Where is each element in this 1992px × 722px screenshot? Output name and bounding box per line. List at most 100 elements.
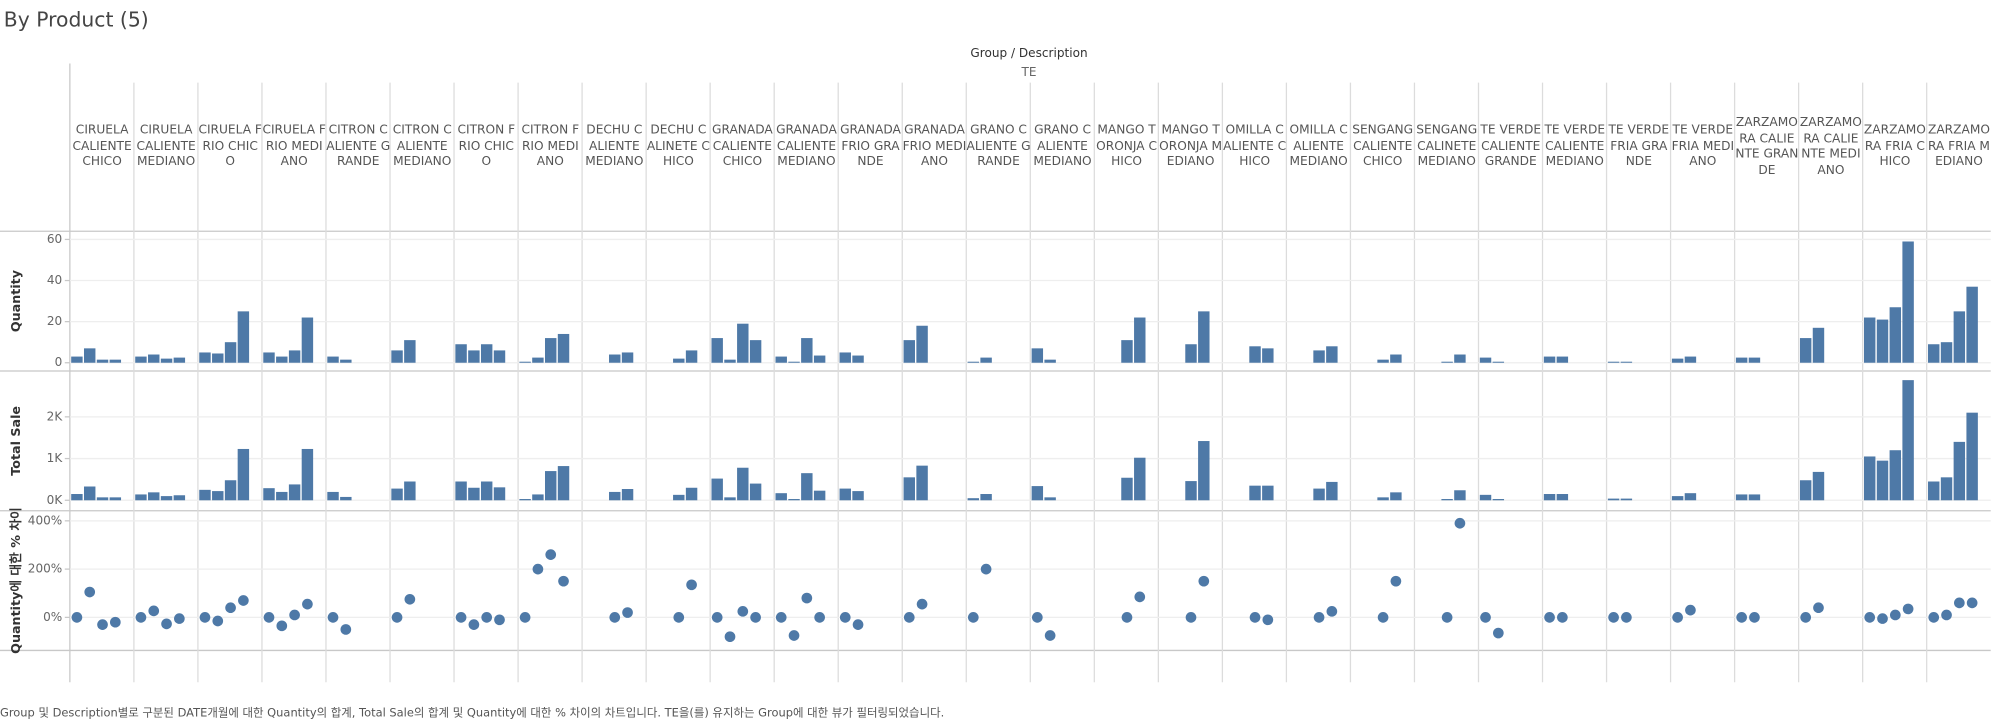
point (1954, 597, 1965, 609)
y-tick-label: 400% (28, 513, 62, 527)
y-tick-label: 0 (55, 355, 63, 369)
bar (1326, 481, 1338, 501)
bar (711, 478, 723, 501)
bar (839, 352, 851, 363)
bar (545, 471, 557, 501)
point (1608, 612, 1619, 623)
point (1621, 612, 1632, 623)
bar (1134, 317, 1146, 363)
point (903, 612, 915, 623)
bar (903, 340, 915, 363)
point (1544, 612, 1555, 623)
bar (1262, 485, 1274, 501)
bar (1671, 496, 1684, 501)
bar (391, 350, 403, 363)
bar (160, 496, 173, 501)
point (1031, 612, 1043, 623)
bar (1313, 350, 1325, 363)
bar (1249, 485, 1261, 501)
bar (519, 499, 531, 501)
point (455, 612, 467, 623)
bar (775, 356, 787, 363)
point (916, 598, 928, 610)
bar (263, 488, 275, 501)
column-header: ZARZAMORA CALIENTE GRANDE (1735, 115, 1799, 178)
bar (199, 352, 211, 363)
bar (288, 350, 301, 363)
point (1966, 597, 1978, 609)
column-header: MANGO TORONJA MEDIANO (1159, 123, 1223, 170)
point (788, 630, 800, 641)
bar (1876, 460, 1889, 501)
column-header: TE VERDE FRIA MEDIANO (1671, 123, 1735, 170)
point (263, 612, 275, 623)
bar (148, 492, 160, 501)
point (1313, 612, 1325, 623)
bar (199, 489, 211, 501)
point (1813, 602, 1824, 614)
column-header: CITRON CALIENTE GRANDE (326, 123, 391, 170)
point (1800, 612, 1812, 623)
point (1941, 609, 1952, 621)
point (852, 619, 864, 630)
bar (212, 353, 224, 363)
bar (1031, 348, 1044, 363)
point (1877, 613, 1888, 624)
point (1902, 603, 1914, 615)
bar (724, 359, 736, 363)
bar (1735, 494, 1748, 501)
bar (404, 340, 416, 363)
bar (1735, 357, 1748, 363)
column-header: GRANO CALIENTE GRANDE (966, 123, 1031, 170)
point (494, 614, 505, 626)
bar (237, 311, 250, 363)
column-header: CITRON FRIO MEDIANO (521, 123, 580, 170)
point (1864, 612, 1876, 623)
bar (1928, 481, 1940, 501)
y-tick-label: 0K (47, 493, 64, 507)
bar (493, 350, 506, 363)
bar (813, 355, 826, 363)
point (801, 592, 813, 604)
bar (301, 448, 314, 501)
point (148, 605, 160, 617)
bar (1377, 497, 1389, 501)
point (519, 612, 531, 623)
bar (1607, 498, 1620, 501)
bar (557, 466, 570, 501)
bar (96, 359, 109, 363)
bar (71, 356, 83, 363)
point (686, 579, 697, 591)
bar (801, 473, 813, 501)
point (1928, 612, 1940, 623)
point (711, 612, 723, 623)
bar (1556, 494, 1569, 501)
point (340, 624, 352, 635)
point (775, 612, 787, 623)
bar (1953, 311, 1966, 363)
axis-title: Quantity (8, 269, 23, 332)
bar (1185, 481, 1197, 501)
point (814, 612, 825, 623)
column-header: ZARZAMORA FRIA CHICO (1863, 123, 1926, 170)
point (737, 606, 749, 617)
bar (83, 486, 96, 501)
bar (340, 496, 352, 501)
point (1044, 630, 1056, 641)
bar (532, 494, 544, 501)
point (1557, 612, 1568, 623)
bar (455, 481, 467, 501)
bar (1198, 311, 1210, 363)
bar (455, 344, 467, 363)
point (302, 598, 313, 610)
bar (148, 354, 160, 363)
bar (173, 357, 186, 363)
bar (685, 350, 698, 363)
point (1736, 612, 1747, 623)
bar (1390, 492, 1402, 501)
column-header: ZARZAMORA CALIENTE MEDIANO (1799, 115, 1862, 178)
bar (1454, 354, 1466, 363)
point (276, 620, 288, 632)
